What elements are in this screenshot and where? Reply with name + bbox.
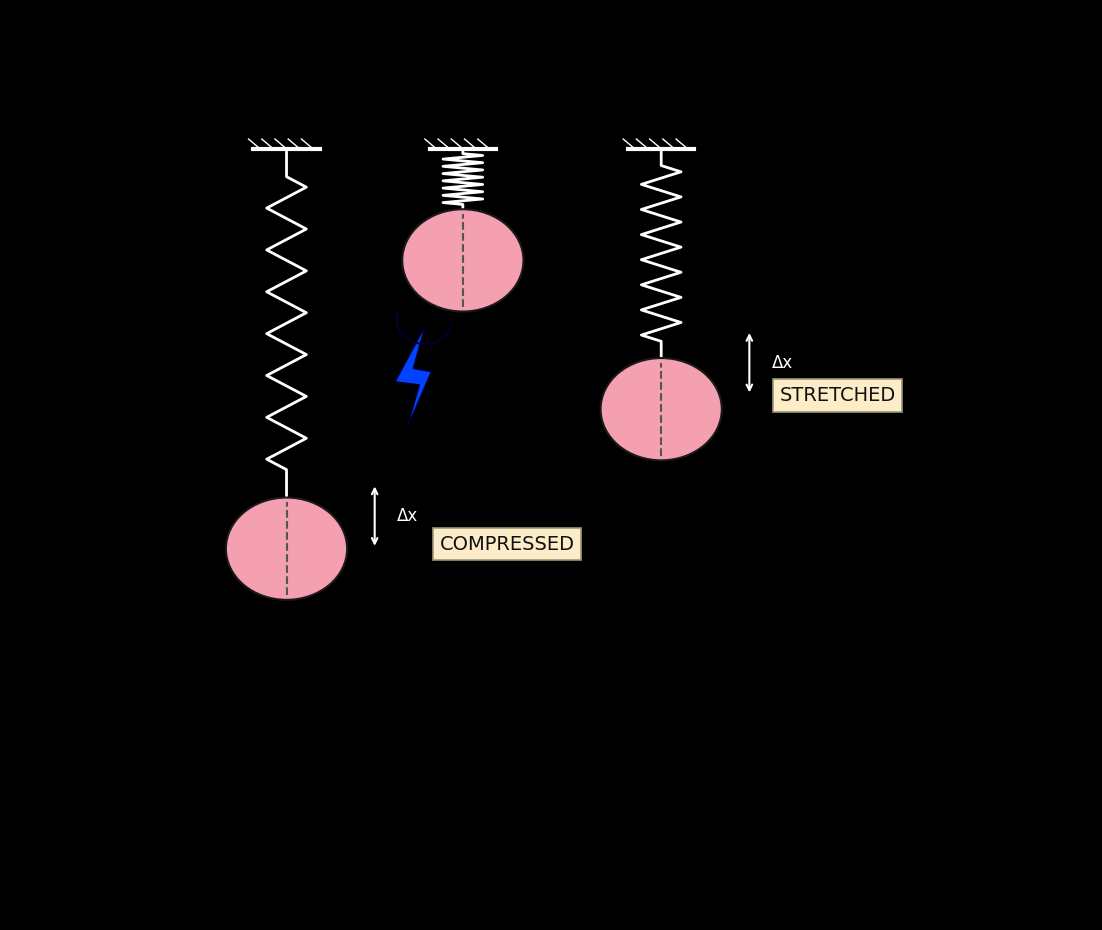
Text: STRETCHED: STRETCHED [779, 386, 896, 405]
Polygon shape [395, 326, 431, 428]
Circle shape [226, 498, 347, 600]
Circle shape [402, 209, 523, 312]
Text: COMPRESSED: COMPRESSED [440, 535, 574, 553]
Circle shape [601, 358, 722, 460]
Text: Δx: Δx [771, 353, 792, 372]
Text: Δx: Δx [397, 507, 418, 525]
